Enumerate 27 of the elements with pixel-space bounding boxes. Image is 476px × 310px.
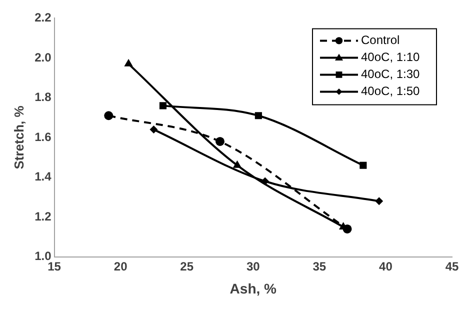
legend-label: 40oC, 1:30	[361, 67, 420, 82]
x-axis-title: Ash, %	[230, 280, 278, 296]
y-tick-label: 1.4	[34, 170, 52, 184]
point	[342, 224, 352, 234]
point	[360, 162, 367, 169]
point	[254, 112, 262, 120]
legend-label: 40oC, 1:50	[361, 84, 420, 98]
y-tick-label: 1.2	[34, 209, 52, 224]
y-axis-title: Stretch, %	[11, 105, 26, 170]
y-tick-label: 2.2	[34, 10, 52, 25]
x-tick-label: 45	[445, 259, 459, 274]
legend-label: Control	[361, 33, 400, 48]
x-tick-label: 40	[379, 259, 393, 274]
point	[104, 111, 114, 120]
point	[232, 160, 242, 168]
point	[216, 136, 224, 146]
x-tick-label: 30	[246, 259, 260, 274]
x-tick-label: 20	[114, 259, 128, 274]
point	[159, 102, 167, 110]
y-tick-label: 1.6	[34, 130, 52, 144]
x-tick-label: 25	[180, 259, 194, 274]
y-tick-label: 1.8	[34, 90, 52, 104]
y-tick-label: 2.0	[34, 50, 52, 64]
point	[150, 126, 158, 134]
legend-label: 40oC, 1:10	[361, 50, 420, 64]
point	[375, 197, 384, 206]
x-tick-label: 35	[312, 259, 326, 274]
